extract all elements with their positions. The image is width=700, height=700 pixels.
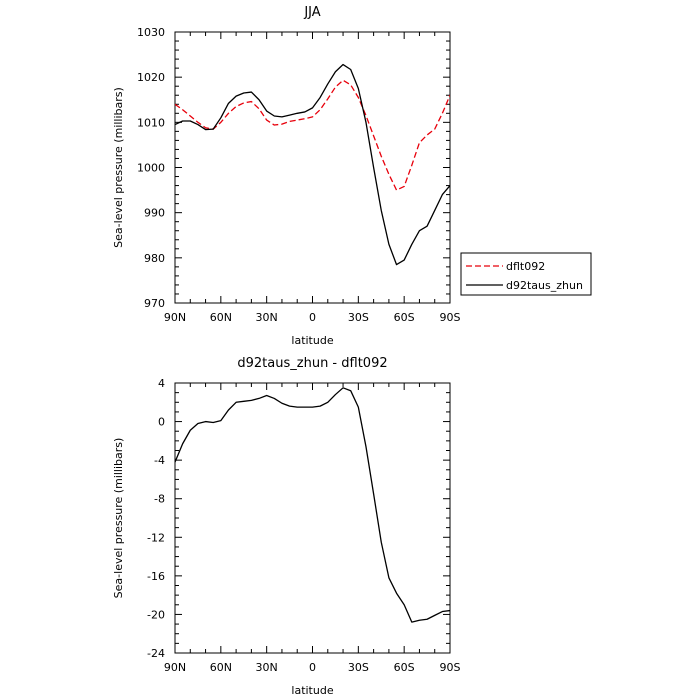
legend-label-dflt092: dflt092 [506,260,545,273]
plot-frame [174,31,451,304]
y-tick-label: -20 [147,608,165,621]
x-tick-label: 0 [309,661,316,674]
y-tick-label: -24 [147,647,165,660]
x-tick-label: 90N [164,661,186,674]
x-tick-label: 0 [309,311,316,324]
x-tick-label: 90N [164,311,186,324]
x-axis-label: latitude [291,684,333,697]
y-tick-label: -16 [147,570,165,583]
y-tick-label: -12 [147,531,165,544]
legend-label-d92taus_zhun: d92taus_zhun [506,279,583,292]
bottom-chart: -24 -20 -16 -12 -8 -4 0 4 90N 60N 30N 0 30S 60S 90S d92… [112,356,461,697]
series-line-diff-0 [175,387,450,623]
x-tick-label: 60N [210,661,232,674]
legend-box [460,252,592,296]
series-line-d92taus_zhun [175,63,450,266]
chart-title: d92taus_zhun - dflt092 [237,356,387,371]
y-tick-label: 990 [144,207,165,220]
y-tick-label: 970 [144,297,165,310]
x-tick-label: 90S [440,311,461,324]
y-tick-label: 4 [158,377,165,390]
x-tick-label: 30N [256,661,278,674]
y-tick-label: 0 [158,416,165,429]
x-tick-label: 90S [440,661,461,674]
y-tick-label: -8 [154,493,165,506]
y-tick-label: 980 [144,252,165,265]
y-tick-label: 1030 [137,26,165,39]
y-tick-label: 1000 [137,162,165,175]
x-tick-label: 60N [210,311,232,324]
x-axis-label: latitude [291,334,333,347]
x-tick-label: 30S [348,661,369,674]
top-chart: 970 980 990 1000 1010 1020 1030 90N 60N 30N 0 30S 60… [112,5,592,347]
x-tick-label: 60S [394,311,415,324]
x-tick-label: 30N [256,311,278,324]
y-tick-label: 1010 [137,116,165,129]
y-tick-label: 1020 [137,71,165,84]
y-axis-label: Sea-level pressure (millibars) [112,87,125,248]
y-axis-label: Sea-level pressure (millibars) [112,438,125,599]
x-tick-label: 60S [394,661,415,674]
chart-title: JJA [303,5,320,20]
series-line-dflt092 [175,79,450,191]
x-tick-label: 30S [348,311,369,324]
y-tick-label: -4 [154,454,165,467]
plot-frame [174,382,451,654]
